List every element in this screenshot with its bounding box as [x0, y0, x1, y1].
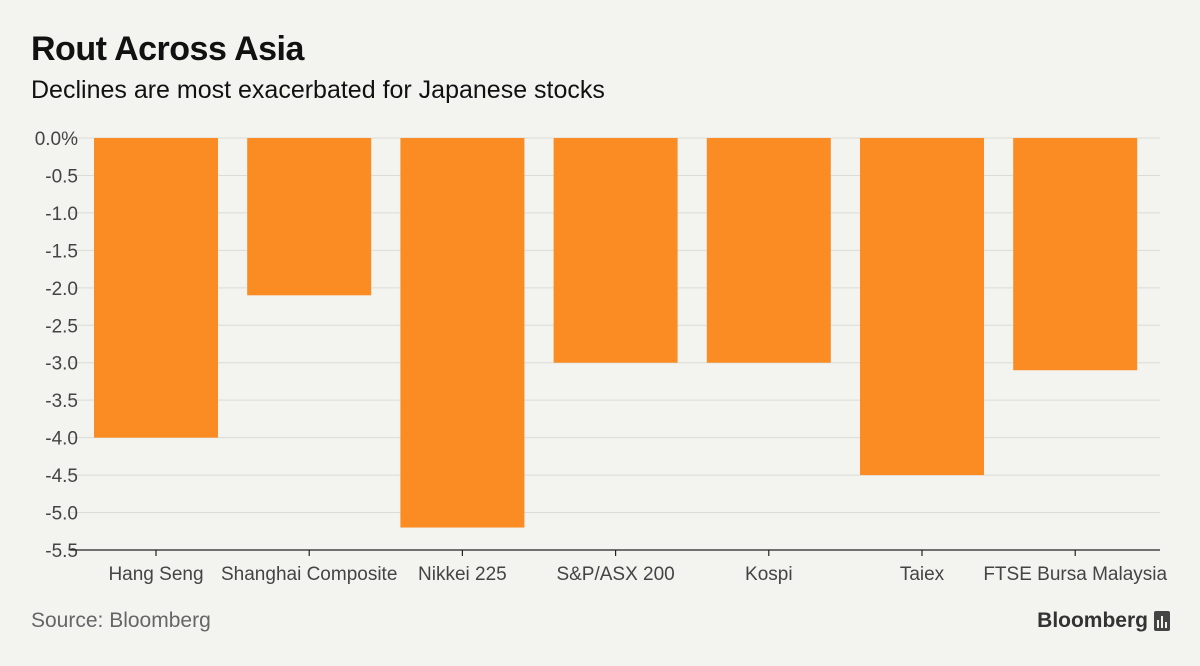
bar-taiex: [860, 138, 984, 476]
brand-name: Bloomberg: [1037, 609, 1148, 632]
bar-s-p-asx-200: [553, 138, 678, 363]
x-tick-label: Hang Seng: [108, 564, 203, 585]
chart-subtitle: Declines are most exacerbated for Japane…: [31, 76, 605, 104]
bar-nikkei-225: [400, 138, 525, 528]
y-tick-label: -3.5: [45, 391, 78, 412]
bar-kospi: [706, 138, 831, 363]
x-tick-label: Shanghai Composite: [221, 564, 397, 585]
y-axis-ticks: 0.0% -0.5 -1.0 -1.5 -2.0 -2.5 -3.0 -3.5 -4.0 -4.5…: [35, 129, 78, 562]
brand-logo: Bloomberg: [1037, 609, 1170, 633]
y-tick-label: -1.5: [45, 241, 78, 262]
y-tick-label: -1.0: [45, 204, 78, 225]
y-tick-label: -3.0: [45, 354, 78, 375]
y-tick-label: -2.0: [45, 279, 78, 300]
x-tick-label: Nikkei 225: [418, 564, 507, 585]
y-tick-label: -5.0: [45, 504, 78, 525]
y-tick-label: -2.5: [45, 316, 78, 337]
x-tick-label: S&P/ASX 200: [556, 564, 674, 585]
bloomberg-chart-icon: [1154, 611, 1170, 631]
x-axis-ticks: Hang Seng Shanghai Composite Nikkei 225 S&P…: [108, 550, 1167, 585]
bars: [94, 138, 1138, 528]
bar-ftse-bursa-malaysia: [1013, 138, 1138, 371]
y-tick-label: 0.0%: [35, 129, 78, 150]
bar-chart: 0.0% -0.5 -1.0 -1.5 -2.0 -2.5 -3.0 -3.5 -4.0 -4.5…: [35, 129, 1168, 585]
x-tick-label: Kospi: [745, 564, 793, 585]
y-tick-label: -4.0: [45, 429, 78, 450]
chart-title: Rout Across Asia: [31, 30, 304, 68]
y-tick-label: -5.5: [45, 541, 78, 562]
x-tick-label: FTSE Bursa Malaysia: [983, 564, 1167, 585]
bar-hang-seng: [94, 138, 218, 438]
y-tick-label: -4.5: [45, 466, 78, 487]
bar-shanghai-composite: [247, 138, 372, 296]
source-note: Source: Bloomberg: [31, 609, 211, 632]
x-tick-label: Taiex: [900, 564, 945, 585]
y-tick-label: -0.5: [45, 166, 78, 187]
